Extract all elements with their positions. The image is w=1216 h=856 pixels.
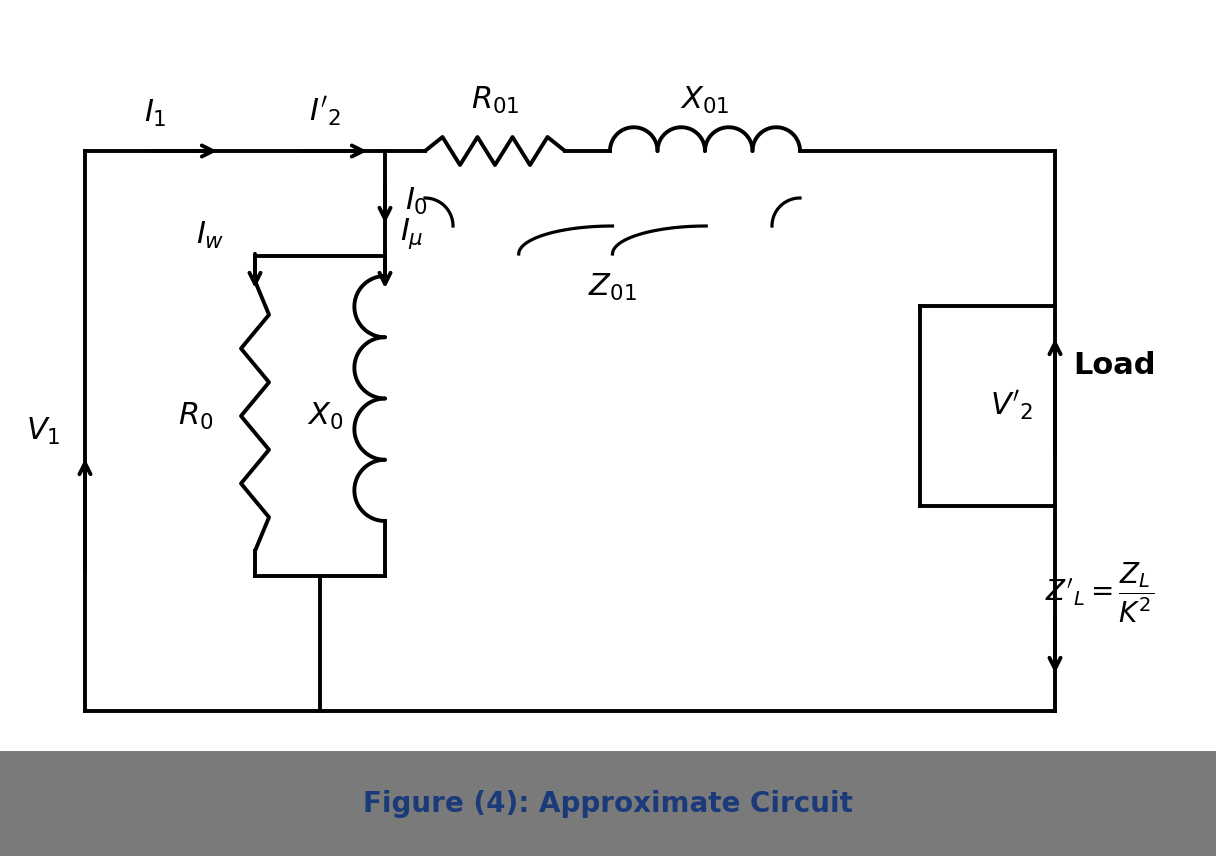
Text: $Z_{01}$: $Z_{01}$ bbox=[589, 272, 637, 303]
Text: $R_{01}$: $R_{01}$ bbox=[471, 85, 519, 116]
Bar bbox=[0, 0, 1216, 751]
Text: Figure (4): Approximate Circuit: Figure (4): Approximate Circuit bbox=[364, 789, 852, 817]
Text: $I_0$: $I_0$ bbox=[405, 186, 428, 217]
Text: $Z'_L = \dfrac{Z_L}{K^2}$: $Z'_L = \dfrac{Z_L}{K^2}$ bbox=[1045, 561, 1154, 626]
Text: $I'_2$: $I'_2$ bbox=[309, 95, 340, 129]
Text: $X_0$: $X_0$ bbox=[306, 401, 343, 431]
Bar bbox=[0, 751, 1216, 856]
Text: Load: Load bbox=[1073, 352, 1155, 381]
Text: $R_0$: $R_0$ bbox=[178, 401, 213, 431]
Text: $I_\mu$: $I_\mu$ bbox=[400, 217, 423, 251]
Text: $V'_2$: $V'_2$ bbox=[990, 389, 1034, 423]
Text: $X_{01}$: $X_{01}$ bbox=[680, 85, 730, 116]
Text: $I_w$: $I_w$ bbox=[196, 220, 224, 251]
Text: $V_1$: $V_1$ bbox=[26, 415, 60, 447]
Text: $I_1$: $I_1$ bbox=[143, 98, 167, 129]
